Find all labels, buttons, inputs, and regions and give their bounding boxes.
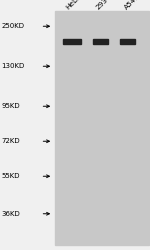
Bar (55, 11, 149, 245)
Text: 130KD: 130KD (2, 63, 25, 69)
Bar (120, 39, 135, 44)
Bar (63, 39, 81, 44)
Text: HeLa: HeLa (64, 0, 82, 10)
Text: 95KD: 95KD (2, 103, 20, 109)
Text: A549: A549 (124, 0, 141, 10)
Text: 250KD: 250KD (2, 23, 24, 29)
Bar (93, 39, 108, 44)
Text: 293: 293 (95, 0, 109, 10)
Text: 72KD: 72KD (2, 138, 20, 144)
Text: 55KD: 55KD (2, 173, 20, 179)
Text: 36KD: 36KD (2, 211, 20, 217)
